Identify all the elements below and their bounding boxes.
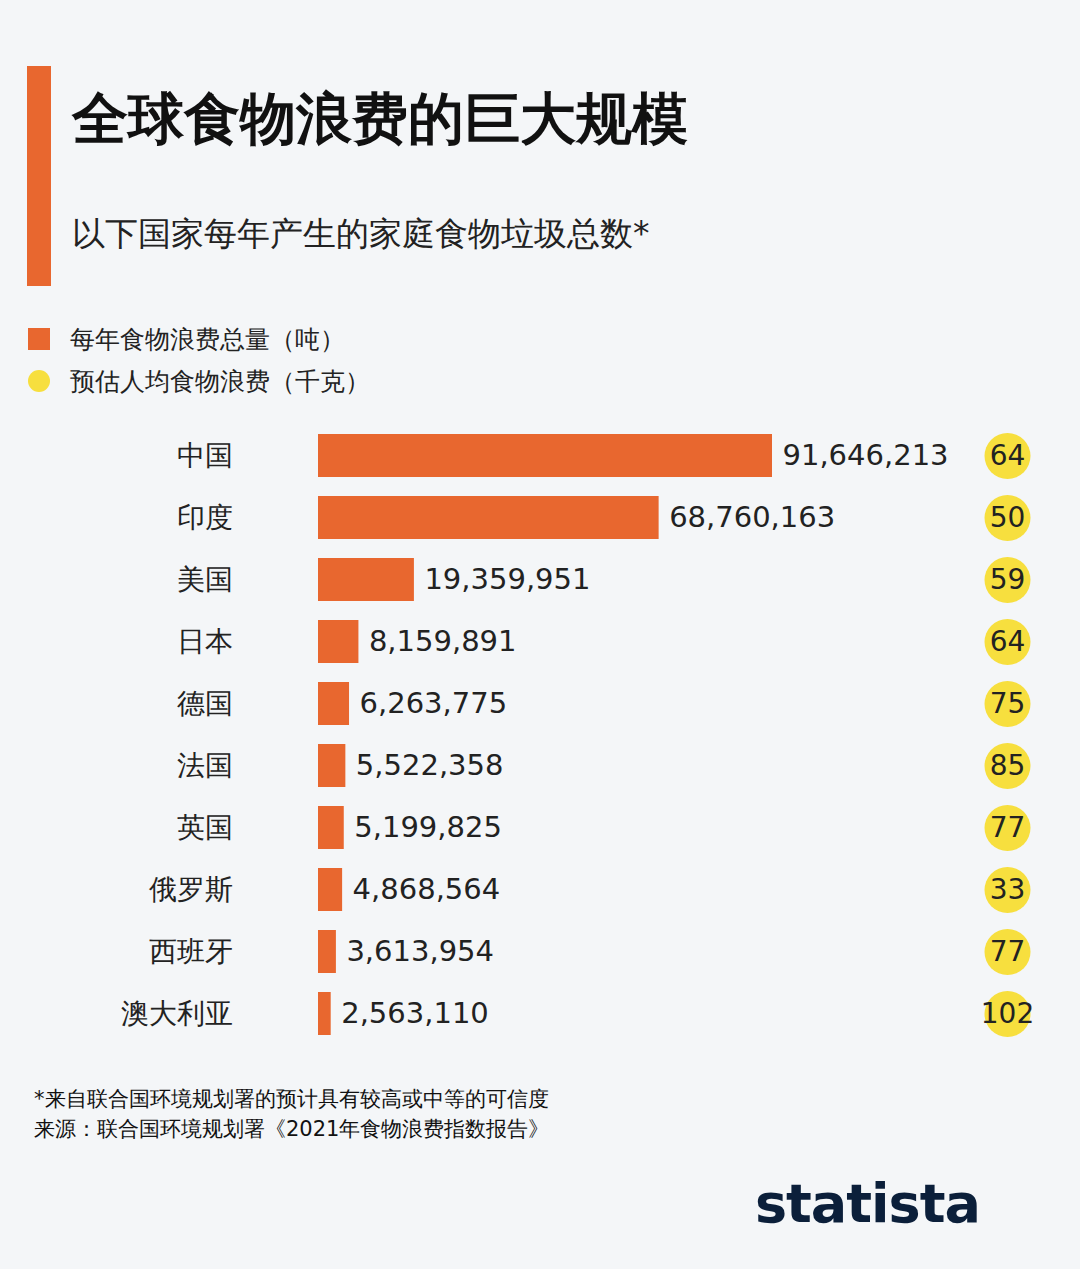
svg-text:102: 102: [981, 997, 1034, 1030]
svg-text:50: 50: [990, 501, 1026, 534]
svg-text:59: 59: [990, 563, 1026, 596]
svg-text:3,613,954: 3,613,954: [346, 934, 494, 968]
html-text:来源：联合国环境规划署《2021年食物浪费指数报告》: 来源：联合国环境规划署《2021年食物浪费指数报告》: [34, 1117, 550, 1141]
svg-text:德国: 德国: [177, 687, 233, 720]
html-text:statista: statista: [754, 1172, 980, 1235]
svg-text:法国: 法国: [177, 749, 233, 782]
svg-text:8,159,891: 8,159,891: [369, 624, 517, 658]
html-text:每年食物浪费总量（吨）: 每年食物浪费总量（吨）: [70, 324, 345, 354]
svg-text:91,646,213: 91,646,213: [783, 438, 949, 472]
svg-text:5,522,358: 5,522,358: [356, 748, 504, 782]
svg-text:英国: 英国: [177, 811, 233, 844]
html-text:以下国家每年产生的家庭食物垃圾总数*: 以下国家每年产生的家庭食物垃圾总数*: [72, 214, 650, 253]
svg-text:中国: 中国: [177, 439, 233, 472]
svg-text:77: 77: [990, 935, 1026, 968]
svg-text:33: 33: [990, 873, 1026, 906]
svg-text:印度: 印度: [177, 501, 233, 534]
html-text:*来自联合国环境规划署的预计具有较高或中等的可信度: *来自联合国环境规划署的预计具有较高或中等的可信度: [34, 1087, 549, 1111]
svg-text:俄罗斯: 俄罗斯: [149, 873, 233, 906]
html-text:全球食物浪费的巨大规模: 全球食物浪费的巨大规模: [72, 86, 688, 151]
svg-text:68,760,163: 68,760,163: [669, 500, 835, 534]
svg-text:64: 64: [990, 439, 1026, 472]
svg-text:西班牙: 西班牙: [149, 935, 233, 968]
svg-text:85: 85: [990, 749, 1026, 782]
svg-text:64: 64: [990, 625, 1026, 658]
svg-text:澳大利亚: 澳大利亚: [121, 997, 233, 1030]
svg-text:19,359,951: 19,359,951: [424, 562, 590, 596]
svg-text:4,868,564: 4,868,564: [353, 872, 501, 906]
html-text:预估人均食物浪费（千克）: 预估人均食物浪费（千克）: [70, 366, 370, 396]
svg-text:75: 75: [990, 687, 1026, 720]
svg-text:6,263,775: 6,263,775: [360, 686, 508, 720]
svg-text:2,563,110: 2,563,110: [341, 996, 489, 1030]
svg-text:美国: 美国: [177, 563, 233, 596]
svg-text:77: 77: [990, 811, 1026, 844]
svg-text:5,199,825: 5,199,825: [354, 810, 502, 844]
svg-text:日本: 日本: [177, 625, 233, 658]
